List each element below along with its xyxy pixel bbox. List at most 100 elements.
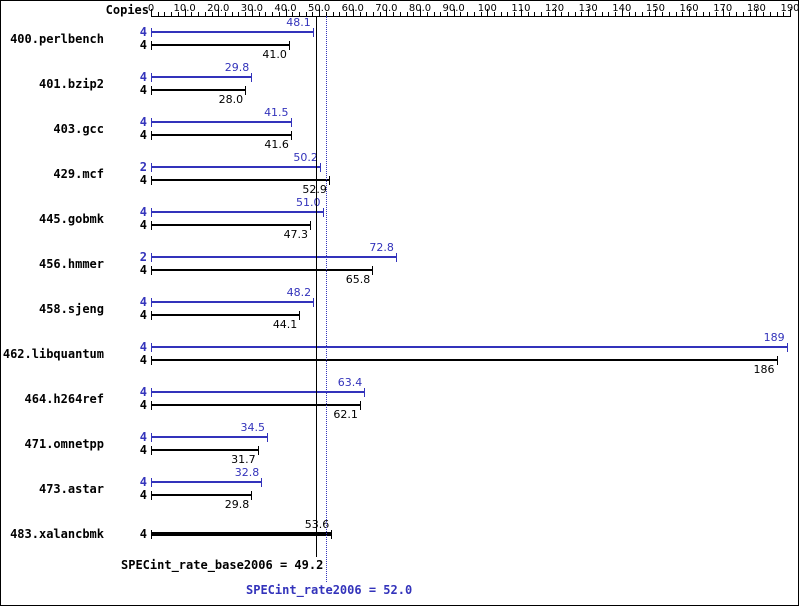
x-axis-tick-label: 70.0 [375,3,398,14]
bar-end-cap [328,176,330,185]
bar-end-cap [288,41,290,50]
x-axis-major-tick [151,9,152,16]
benchmark-name: 400.perlbench [10,31,104,46]
x-axis-major-tick [319,9,321,16]
bar-start-cap [151,356,152,365]
x-axis-minor-tick [675,12,677,16]
bar-value-label: 65.8 [345,273,371,286]
x-axis-minor-tick [749,12,751,16]
x-axis-major-tick [554,9,556,16]
bar-peak [151,481,262,483]
x-axis-minor-tick [198,12,200,16]
copies-value: 4 [139,353,147,367]
copies-value: 4 [139,295,147,309]
x-axis-minor-tick [460,12,462,16]
benchmark-name: 462.libquantum [2,346,104,361]
reference-line-peak [325,16,327,582]
x-axis-minor-tick [514,12,516,16]
x-axis-minor-tick [594,12,596,16]
bar-start-cap [151,163,152,172]
x-axis-minor-tick [507,12,509,16]
benchmark-name: 401.bzip2 [38,76,104,91]
bar-base [151,89,246,91]
x-axis-minor-tick [494,12,496,16]
x-axis-minor-tick [292,12,294,16]
x-axis-minor-tick [500,12,502,16]
x-axis-minor-tick [305,12,307,16]
copies-value: 4 [139,25,147,39]
copies-value: 4 [139,205,147,219]
benchmark-name: 471.omnetpp [24,436,104,451]
bar-base [151,531,332,536]
bar-end-cap [267,433,269,442]
benchmark-name: 403.gcc [53,121,104,136]
bar-end-cap [251,73,253,82]
x-axis-minor-tick [534,12,536,16]
x-axis-minor-tick [662,12,664,16]
x-axis-major-tick [655,9,657,16]
x-axis-minor-tick [440,12,442,16]
benchmark-name: 429.mcf [53,166,104,181]
x-axis-minor-tick [231,12,233,16]
bar-value-label: 51.0 [296,196,321,209]
bar-peak [151,256,396,258]
bar-start-cap [151,529,152,539]
x-axis-minor-tick [372,12,374,16]
x-axis-minor-tick [668,12,670,16]
bar-base [151,404,360,406]
x-axis-tick-label: 150 [645,3,666,14]
benchmark-name: 473.astar [38,481,104,496]
x-axis-tick-label: 190 [780,3,799,14]
bar-start-cap [151,176,152,185]
bar-start-cap [151,298,152,307]
x-axis-minor-tick [527,12,529,16]
bar-end-cap [313,298,315,307]
x-axis-minor-tick [541,12,543,16]
copies-value: 4 [139,173,147,187]
x-axis-major-tick [722,9,724,16]
base-rate-summary: SPECint_rate_base2006 = 49.2 [121,558,324,572]
bar-base [151,179,329,181]
copies-value: 4 [139,263,147,277]
copies-value: 4 [139,443,147,457]
bar-peak [151,121,291,123]
bar-start-cap [151,86,152,95]
x-axis-minor-tick [204,12,206,16]
bar-peak [151,436,268,438]
x-axis-minor-tick [298,12,300,16]
bar-end-cap [322,208,324,217]
bar-base [151,224,311,226]
bar-end-cap [245,86,247,95]
bar-start-cap [151,221,152,230]
x-axis-major-tick [453,9,455,16]
copies-value: 4 [139,385,147,399]
x-axis-minor-tick [615,12,617,16]
x-axis-major-tick [352,9,354,16]
x-axis-minor-tick [399,12,401,16]
bar-start-cap [151,311,152,320]
bar-value-label: 50.2 [293,151,318,164]
bar-end-cap [261,478,263,487]
x-axis-tick-label: 170 [713,3,733,14]
x-axis-tick-label: 40.0 [274,3,297,14]
bar-peak [151,166,320,168]
bar-end-cap [312,28,314,37]
bar-value-label: 31.7 [231,453,256,466]
x-axis-minor-tick [332,12,334,16]
bar-value-label: 186 [753,363,775,376]
x-axis-minor-tick [191,12,193,16]
x-axis-major-tick [756,9,758,16]
bar-value-label: 62.1 [333,408,358,421]
x-axis-major-tick [520,9,522,16]
x-axis-tick-label: 0 [147,3,155,14]
bar-end-cap [319,163,321,172]
x-axis-minor-tick [446,12,448,16]
x-axis-minor-tick [601,12,603,16]
benchmark-name: 483.xalancbmk [10,526,104,541]
x-axis-tick-label: 140 [612,3,632,14]
x-axis-major-tick [218,9,220,16]
x-axis-minor-tick [211,12,213,16]
bar-base [151,449,258,451]
bar-end-cap [290,131,292,140]
